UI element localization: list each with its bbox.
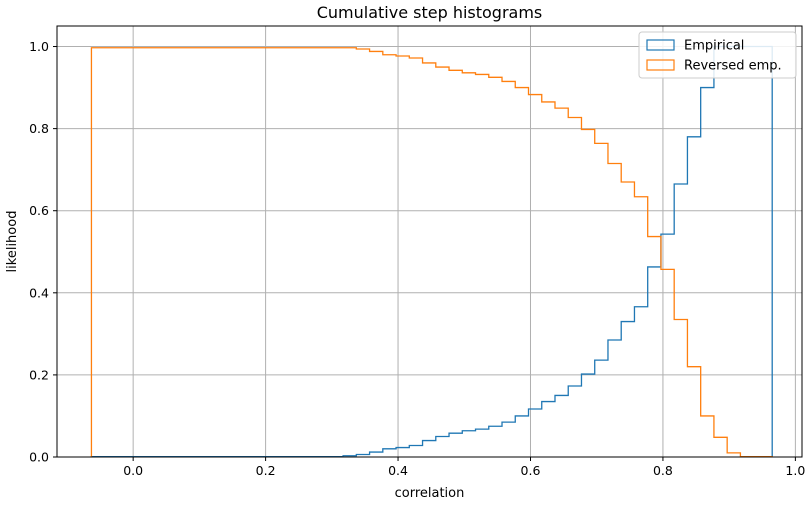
- plot-frame: [56, 25, 803, 458]
- y-tick-label: 0.0: [29, 450, 49, 465]
- y-tick-label: 0.4: [29, 285, 49, 300]
- x-tick-label: 0.0: [123, 463, 143, 478]
- y-tick-label: 0.2: [29, 367, 49, 382]
- y-axis-label: likelihood: [5, 211, 20, 273]
- x-tick-label: 0.6: [521, 463, 541, 478]
- y-tick-label: 0.8: [29, 121, 49, 136]
- x-axis-label: correlation: [395, 486, 465, 501]
- legend-label: Empirical: [684, 39, 744, 54]
- legend-label: Reversed emp.: [684, 59, 782, 74]
- x-tick-label: 0.4: [388, 463, 408, 478]
- x-tick-label: 0.2: [256, 463, 276, 478]
- x-tick-label: 1.0: [785, 463, 805, 478]
- legend: Empirical Reversed emp.: [638, 31, 797, 79]
- y-tick-label: 1.0: [29, 39, 49, 54]
- ticks: 0.0 0.2 0.4 0.6 0.8 1.0 0.0 0.2 0.4 0.6 0.8 1.0: [29, 39, 805, 478]
- chart-title: Cumulative step histograms: [317, 3, 543, 22]
- y-tick-label: 0.6: [29, 203, 49, 218]
- x-tick-label: 0.8: [653, 463, 673, 478]
- legend-swatch: [646, 59, 675, 71]
- series-line-reversed-emp: [90, 47, 773, 458]
- legend-swatch: [646, 39, 675, 51]
- legend-box: [638, 31, 797, 79]
